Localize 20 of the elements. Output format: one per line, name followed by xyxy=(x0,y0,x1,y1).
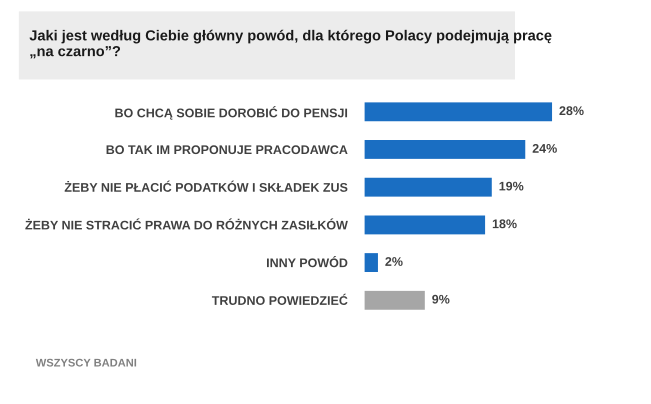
bar xyxy=(364,215,486,234)
y-tick-label: BO CHCĄ SOBIE DOROBIĆ DO PENSJI xyxy=(115,106,348,120)
data-label: 24% xyxy=(532,144,557,153)
y-tick-label: ŻEBY NIE PŁACIĆ PODATKÓW I SKŁADEK ZUS xyxy=(64,180,348,192)
chart-title: Jaki jest według Ciebie główny powód, dla którego Polacy podejmują pracę „na czarno”? xyxy=(30,30,552,58)
bar xyxy=(364,102,552,122)
y-tick-label: ŻEBY NIE STRACIĆ PRAWA DO RÓŻNYCH ZASIŁKÓW xyxy=(25,218,348,230)
y-tick-label: TRUDNO POWIEDZIEĆ xyxy=(212,294,348,305)
text: WSZYSCY BADANI xyxy=(36,358,136,367)
data-label: 2% xyxy=(385,257,403,266)
data-label: 19% xyxy=(500,182,524,191)
bar xyxy=(364,290,425,310)
data-label: 28% xyxy=(559,106,584,116)
y-tick-label: BO TAK IM PROPONUJE PRACODAWCA xyxy=(106,145,348,154)
data-label: 18% xyxy=(492,219,517,228)
bar xyxy=(364,178,492,197)
data-label: 9% xyxy=(432,294,450,304)
bar xyxy=(364,140,526,159)
bar xyxy=(364,253,378,272)
y-tick-label: INNY POWÓD xyxy=(267,256,348,268)
